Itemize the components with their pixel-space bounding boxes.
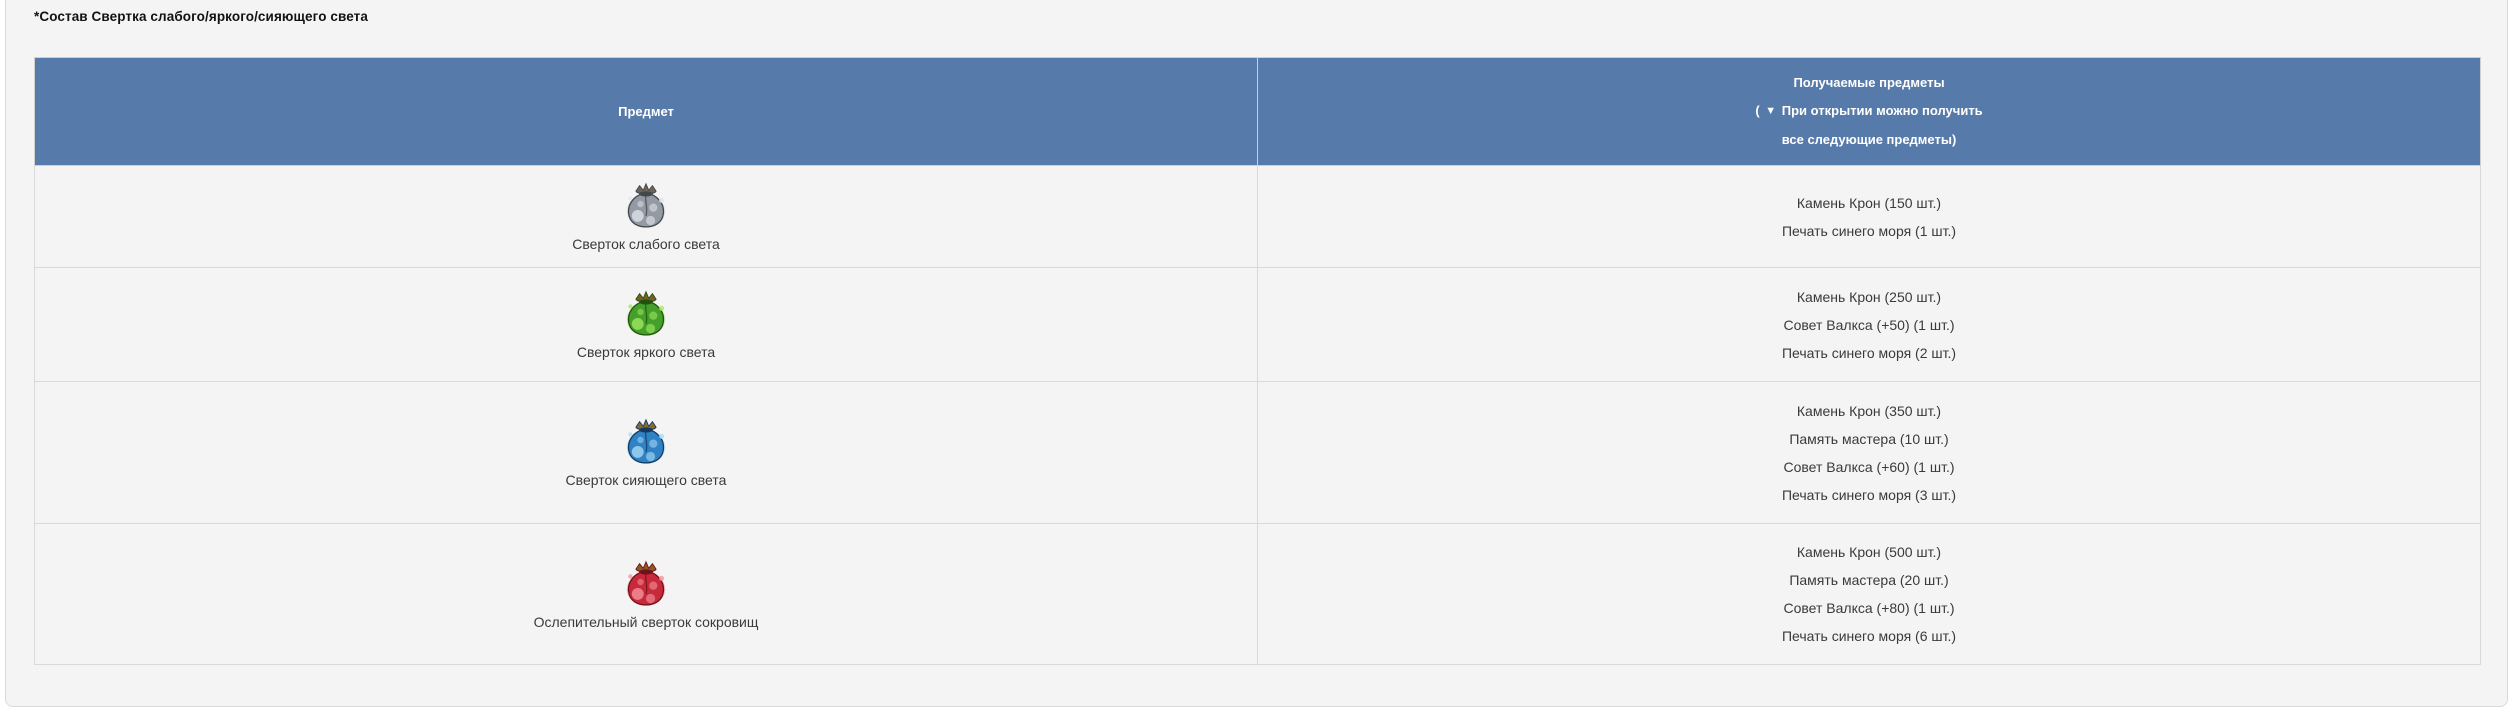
reward-item: Совет Валкса (+50) (1 шт.) <box>1783 316 1955 333</box>
header-row: Предмет Получаемые предметы ( ▼ При откр… <box>34 57 2481 166</box>
item-cell: Ослепительный сверток сокровищ <box>34 523 1258 665</box>
loot-table: Предмет Получаемые предметы ( ▼ При откр… <box>34 57 2481 665</box>
header-note-line2: все следующие предметы) <box>1781 132 1957 147</box>
table-row: Сверток яркого света Камень Крон (250 шт… <box>34 267 2481 382</box>
page-title: *Состав Свертка слабого/яркого/сияющего … <box>34 9 368 24</box>
table-row: Сверток сияющего света Камень Крон (350 … <box>34 381 2481 524</box>
pouch-blue-icon <box>624 415 668 465</box>
reward-item: Совет Валкса (+60) (1 шт.) <box>1783 458 1955 475</box>
item-name: Ослепительный сверток сокровищ <box>533 613 759 630</box>
header-note-text: При открытии можно получить <box>1778 103 1983 118</box>
header-item-label: Предмет <box>618 103 674 119</box>
reward-item: Печать синего моря (3 шт.) <box>1781 486 1957 503</box>
header-item-column: Предмет <box>34 57 1258 166</box>
table-body: Сверток слабого света Камень Крон (150 ш… <box>34 165 2481 665</box>
rewards-cell: Камень Крон (150 шт.) Печать синего моря … <box>1257 165 2481 268</box>
item-name: Сверток слабого света <box>572 236 720 252</box>
reward-item: Память мастера (10 шт.) <box>1789 430 1949 447</box>
reward-item: Камень Крон (350 шт.) <box>1796 402 1942 419</box>
header-rewards-label: Получаемые предметы <box>1793 75 1945 90</box>
header-note-line1: ( ▼ При открытии можно получить <box>1258 97 2480 126</box>
content-panel: *Состав Свертка слабого/яркого/сияющего … <box>5 0 2508 707</box>
pouch-green-icon <box>624 287 668 337</box>
header-note-open: ( <box>1755 103 1764 118</box>
reward-item: Печать синего моря (2 шт.) <box>1781 344 1957 361</box>
table-row: Сверток слабого света Камень Крон (150 ш… <box>34 165 2481 268</box>
table-row: Ослепительный сверток сокровищ Камень Кр… <box>34 523 2481 665</box>
item-cell: Сверток сияющего света <box>34 381 1258 524</box>
item-name: Сверток яркого света <box>576 344 716 360</box>
rewards-cell: Камень Крон (250 шт.) Совет Валкса (+50) … <box>1257 267 2481 382</box>
rewards-cell: Камень Крон (500 шт.) Память мастера (20 … <box>1257 523 2481 665</box>
reward-item: Камень Крон (500 шт.) <box>1796 544 1942 560</box>
pouch-gray-icon <box>624 179 668 229</box>
item-cell: Сверток слабого света <box>34 165 1258 268</box>
reward-item: Камень Крон (250 шт.) <box>1796 288 1942 305</box>
rewards-cell: Камень Крон (350 шт.) Память мастера (10 … <box>1257 381 2481 524</box>
header-rewards-column: Получаемые предметы ( ▼ При открытии мож… <box>1257 57 2481 166</box>
reward-item: Печать синего моря (6 шт.) <box>1781 628 1957 644</box>
reward-item: Печать синего моря (1 шт.) <box>1781 222 1957 239</box>
down-arrow-icon: ▼ <box>1765 105 1777 117</box>
item-name: Сверток сияющего света <box>565 472 727 488</box>
reward-item: Совет Валкса (+80) (1 шт.) <box>1783 600 1955 616</box>
reward-item: Камень Крон (150 шт.) <box>1796 194 1942 211</box>
pouch-red-icon <box>624 557 668 607</box>
reward-item: Память мастера (20 шт.) <box>1789 572 1949 588</box>
item-cell: Сверток яркого света <box>34 267 1258 382</box>
table-header: Предмет Получаемые предметы ( ▼ При откр… <box>34 57 2481 166</box>
